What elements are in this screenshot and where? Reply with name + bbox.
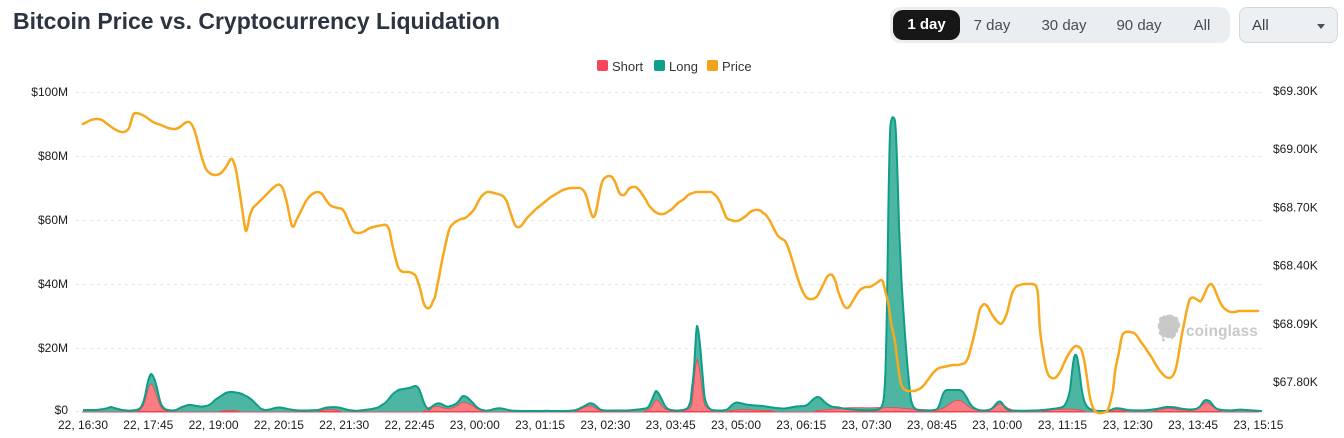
svg-text:23, 11:15: 23, 11:15 [1038, 418, 1087, 432]
svg-text:coinglass: coinglass [1186, 323, 1258, 340]
svg-text:$68.70K: $68.70K [1273, 200, 1318, 214]
svg-text:23, 02:30: 23, 02:30 [580, 418, 630, 432]
svg-text:$68.09K: $68.09K [1273, 317, 1318, 331]
svg-text:22, 20:15: 22, 20:15 [254, 418, 304, 432]
svg-text:23, 03:45: 23, 03:45 [646, 418, 696, 432]
svg-text:22, 22:45: 22, 22:45 [384, 418, 434, 432]
svg-text:$69.30K: $69.30K [1273, 84, 1318, 98]
svg-text:23, 05:00: 23, 05:00 [711, 418, 761, 432]
svg-text:23, 00:00: 23, 00:00 [450, 418, 500, 432]
svg-text:$20M: $20M [38, 341, 68, 355]
svg-text:23, 10:00: 23, 10:00 [972, 418, 1022, 432]
svg-text:22, 21:30: 22, 21:30 [319, 418, 369, 432]
svg-text:23, 15:15: 23, 15:15 [1233, 418, 1283, 432]
svg-text:$60M: $60M [38, 213, 68, 227]
svg-text:$100M: $100M [31, 85, 68, 99]
svg-text:23, 08:45: 23, 08:45 [907, 418, 957, 432]
svg-text:$0: $0 [55, 403, 69, 417]
svg-text:23, 01:15: 23, 01:15 [515, 418, 565, 432]
svg-text:$80M: $80M [38, 149, 68, 163]
svg-text:22, 16:30: 22, 16:30 [58, 418, 108, 432]
svg-text:23, 06:15: 23, 06:15 [776, 418, 826, 432]
svg-text:$69.00K: $69.00K [1273, 142, 1318, 156]
svg-text:$40M: $40M [38, 277, 68, 291]
svg-text:23, 12:30: 23, 12:30 [1103, 418, 1153, 432]
svg-text:22, 19:00: 22, 19:00 [189, 418, 239, 432]
svg-text:$68.40K: $68.40K [1273, 259, 1318, 273]
svg-text:23, 07:30: 23, 07:30 [842, 418, 892, 432]
svg-text:22, 17:45: 22, 17:45 [123, 418, 173, 432]
svg-text:$67.80K: $67.80K [1273, 375, 1318, 389]
svg-text:23, 13:45: 23, 13:45 [1168, 418, 1218, 432]
